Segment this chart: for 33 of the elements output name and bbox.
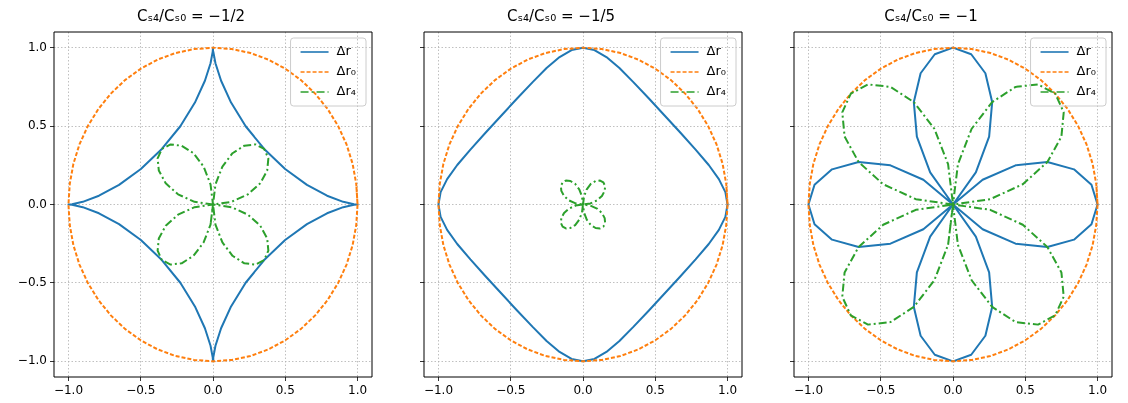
x-tick-label: −1.0: [53, 383, 84, 398]
x-tick-label: −1.0: [423, 383, 454, 398]
y-tick-label: 1.0: [27, 39, 47, 54]
legend-label: Δr₄: [706, 83, 726, 99]
legend-label: Δr: [1076, 43, 1092, 59]
x-tick-label: −1.0: [793, 383, 824, 398]
y-tick-label: −1.0: [17, 353, 47, 368]
legend-label: Δr₄: [1076, 83, 1096, 99]
chart-title: Cₛ₄/Cₛ₀ = −1/2: [136, 6, 246, 25]
legend-label: Δr: [336, 43, 352, 59]
legend-label: Δr₀: [336, 63, 356, 79]
y-tick-label: −0.5: [17, 275, 47, 290]
x-tick-label: −0.5: [126, 383, 156, 398]
legend-label: Δr₀: [1076, 63, 1096, 79]
x-tick-label: 0.5: [645, 383, 665, 398]
x-tick-label: 0.0: [573, 383, 593, 398]
y-tick-label: 0.5: [27, 118, 47, 133]
chart-title: Cₛ₄/Cₛ₀ = −1: [884, 6, 978, 25]
x-tick-label: 0.5: [275, 383, 295, 398]
chart-title: Cₛ₄/Cₛ₀ = −1/5: [506, 6, 616, 25]
line-series: [156, 143, 270, 266]
y-tick-label: 0.0: [27, 196, 47, 211]
legend-label: Δr₀: [706, 63, 726, 79]
x-tick-label: 0.5: [1015, 383, 1035, 398]
x-tick-label: −0.5: [496, 383, 526, 398]
legend-label: Δr₄: [336, 83, 356, 99]
x-tick-label: 0.0: [943, 383, 963, 398]
x-tick-label: 0.0: [203, 383, 223, 398]
x-tick-label: 1.0: [1088, 383, 1108, 398]
x-tick-label: 1.0: [718, 383, 738, 398]
x-tick-label: 1.0: [348, 383, 368, 398]
legend-label: Δr: [706, 43, 722, 59]
x-tick-label: −0.5: [866, 383, 896, 398]
